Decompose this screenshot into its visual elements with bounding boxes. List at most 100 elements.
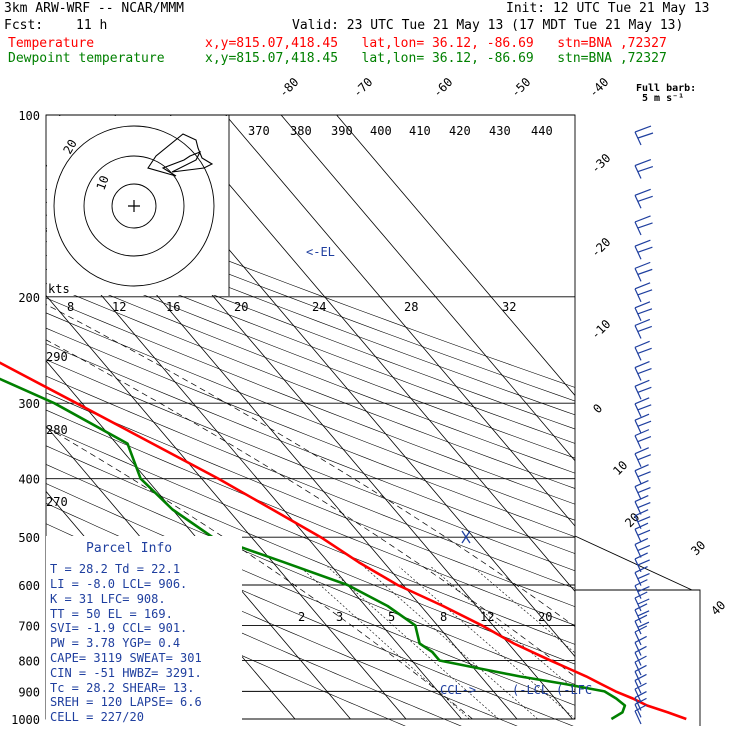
barb-legend-unit: 5 m s⁻¹ xyxy=(642,93,685,104)
plot-frame-extension xyxy=(575,589,701,726)
dry-adiabat xyxy=(46,268,575,474)
mixing-ratio-line xyxy=(299,566,470,720)
hodograph-ring-label: 28 xyxy=(404,300,418,314)
wind-barb xyxy=(634,635,647,656)
parcel-row-8: CIN = -51 HWBZ= 3291. xyxy=(50,666,202,680)
wind-barb xyxy=(634,301,653,322)
parcel-row-7: CAPE= 3119 SWEAT= 301 xyxy=(50,651,202,665)
isotherm-line xyxy=(169,115,575,592)
parcel-row-2: LI = -8.0 LCL= 906. xyxy=(50,577,187,591)
wind-barb xyxy=(634,158,654,179)
wind-barb xyxy=(634,340,652,361)
wind-barb xyxy=(634,379,652,400)
wind-barb xyxy=(634,447,651,467)
isotherm-label: 10 xyxy=(610,458,630,478)
isotherm-label: -50 xyxy=(508,75,533,100)
hodograph-ring-label: 8 xyxy=(67,300,74,314)
ccl-label: CCL-> xyxy=(440,683,476,697)
chart-grid xyxy=(0,114,701,726)
dry-adiabat xyxy=(46,327,575,538)
wind-barb xyxy=(634,603,650,624)
pressure-tick-label: 600 xyxy=(18,579,40,593)
dry-adiabat xyxy=(46,427,575,645)
isotherm-label: -40 xyxy=(586,75,611,100)
mixing-ratio-line xyxy=(327,566,499,720)
isotherm-label: -10 xyxy=(588,317,613,342)
temperature-line xyxy=(0,361,687,721)
theta-label: 390 xyxy=(331,124,353,138)
dewpoint-legend: Dewpoint temperature xyxy=(8,51,165,66)
wind-barb xyxy=(634,261,653,282)
wind-barb xyxy=(634,494,651,515)
wind-barb xyxy=(634,522,651,543)
isotherm-line xyxy=(46,229,462,720)
forecast-hour: 11 h xyxy=(76,18,108,33)
dry-adiabat xyxy=(46,312,575,521)
wind-barb xyxy=(634,188,653,209)
wind-barb xyxy=(634,625,648,646)
isotherm-line xyxy=(336,115,575,397)
plot-frame xyxy=(45,114,576,720)
dry-adiabat xyxy=(46,297,575,505)
parcel-row-5: SVI= -1.9 CCL= 901. xyxy=(50,621,187,635)
parcel-row-10: SREH = 120 LAPSE= 6.6 xyxy=(50,695,202,709)
wind-barb xyxy=(634,697,647,718)
wind-barb xyxy=(634,664,647,685)
isotherm-label: 40 xyxy=(708,598,728,618)
hodograph-inner-label: 20 xyxy=(60,137,79,157)
pressure-tick-label: 500 xyxy=(18,531,40,545)
pressure-tick-label: 200 xyxy=(18,291,40,305)
wind-barb xyxy=(634,704,647,725)
mixing-ratio-label: 20 xyxy=(538,610,552,624)
isotherm-label: -60 xyxy=(430,75,455,100)
theta-label: 380 xyxy=(290,124,312,138)
wind-barb xyxy=(634,318,653,339)
theta-label: 420 xyxy=(449,124,471,138)
wind-barb xyxy=(634,591,650,612)
wind-barb xyxy=(634,537,651,558)
pressure-tick-label: 900 xyxy=(18,685,40,699)
wind-barb xyxy=(634,360,652,381)
isotherm-label: 30 xyxy=(688,538,708,558)
wind-barb xyxy=(634,397,652,418)
dry-adiabat xyxy=(46,214,575,416)
theta-label: 410 xyxy=(409,124,431,138)
moist-adiabat xyxy=(46,339,575,678)
isotherm-line xyxy=(0,115,18,719)
dry-adiabat xyxy=(46,464,575,685)
dewpoint-line xyxy=(0,377,627,721)
parcel-row-6: PW = 3.78 YGP= 0.4 xyxy=(50,636,180,650)
dry-adiabat xyxy=(46,392,575,607)
hodograph: kts 20 10 xyxy=(47,115,230,296)
wind-barb xyxy=(634,614,650,635)
wind-barb xyxy=(634,282,653,303)
hodograph-ring xyxy=(111,183,157,229)
sounding-series xyxy=(0,361,687,721)
wind-barbs xyxy=(634,125,654,725)
dry-adiabat xyxy=(46,201,575,402)
dry-adiabat xyxy=(46,375,575,589)
wind-barb xyxy=(634,429,652,449)
dry-adiabat xyxy=(46,188,575,388)
moist-adiabat xyxy=(46,304,575,628)
pressure-tick-label: 800 xyxy=(18,654,40,668)
hodograph-ring xyxy=(83,155,185,257)
wind-barb xyxy=(634,215,653,236)
hodograph-trace xyxy=(147,133,214,177)
isotherm-extension xyxy=(574,535,693,591)
hodograph-ring-label: 20 xyxy=(234,300,248,314)
theta-label: 270 xyxy=(46,495,68,509)
dry-adiabat xyxy=(46,283,575,489)
init-time: Init: 12 UTC Tue 21 May 13 xyxy=(506,1,710,16)
wind-barb xyxy=(634,579,650,599)
barb-legend-title: Full barb: xyxy=(636,83,697,94)
mixing-ratio-label: 2 xyxy=(298,610,305,624)
model-title: 3km ARW-WRF -- NCAR/MMM xyxy=(4,1,185,16)
dry-adiabat xyxy=(46,343,575,554)
isotherm-label: -70 xyxy=(350,75,375,100)
freezing-level-marker xyxy=(461,530,471,544)
parcel-row-9: Tc = 28.2 SHEAR= 13. xyxy=(50,681,195,695)
dewpoint-location: x,y=815.07,418.45 lat,lon= 36.12, -86.69… xyxy=(205,51,667,66)
hodograph-ring-label: 16 xyxy=(166,300,180,314)
theta-label: 280 xyxy=(46,423,68,437)
